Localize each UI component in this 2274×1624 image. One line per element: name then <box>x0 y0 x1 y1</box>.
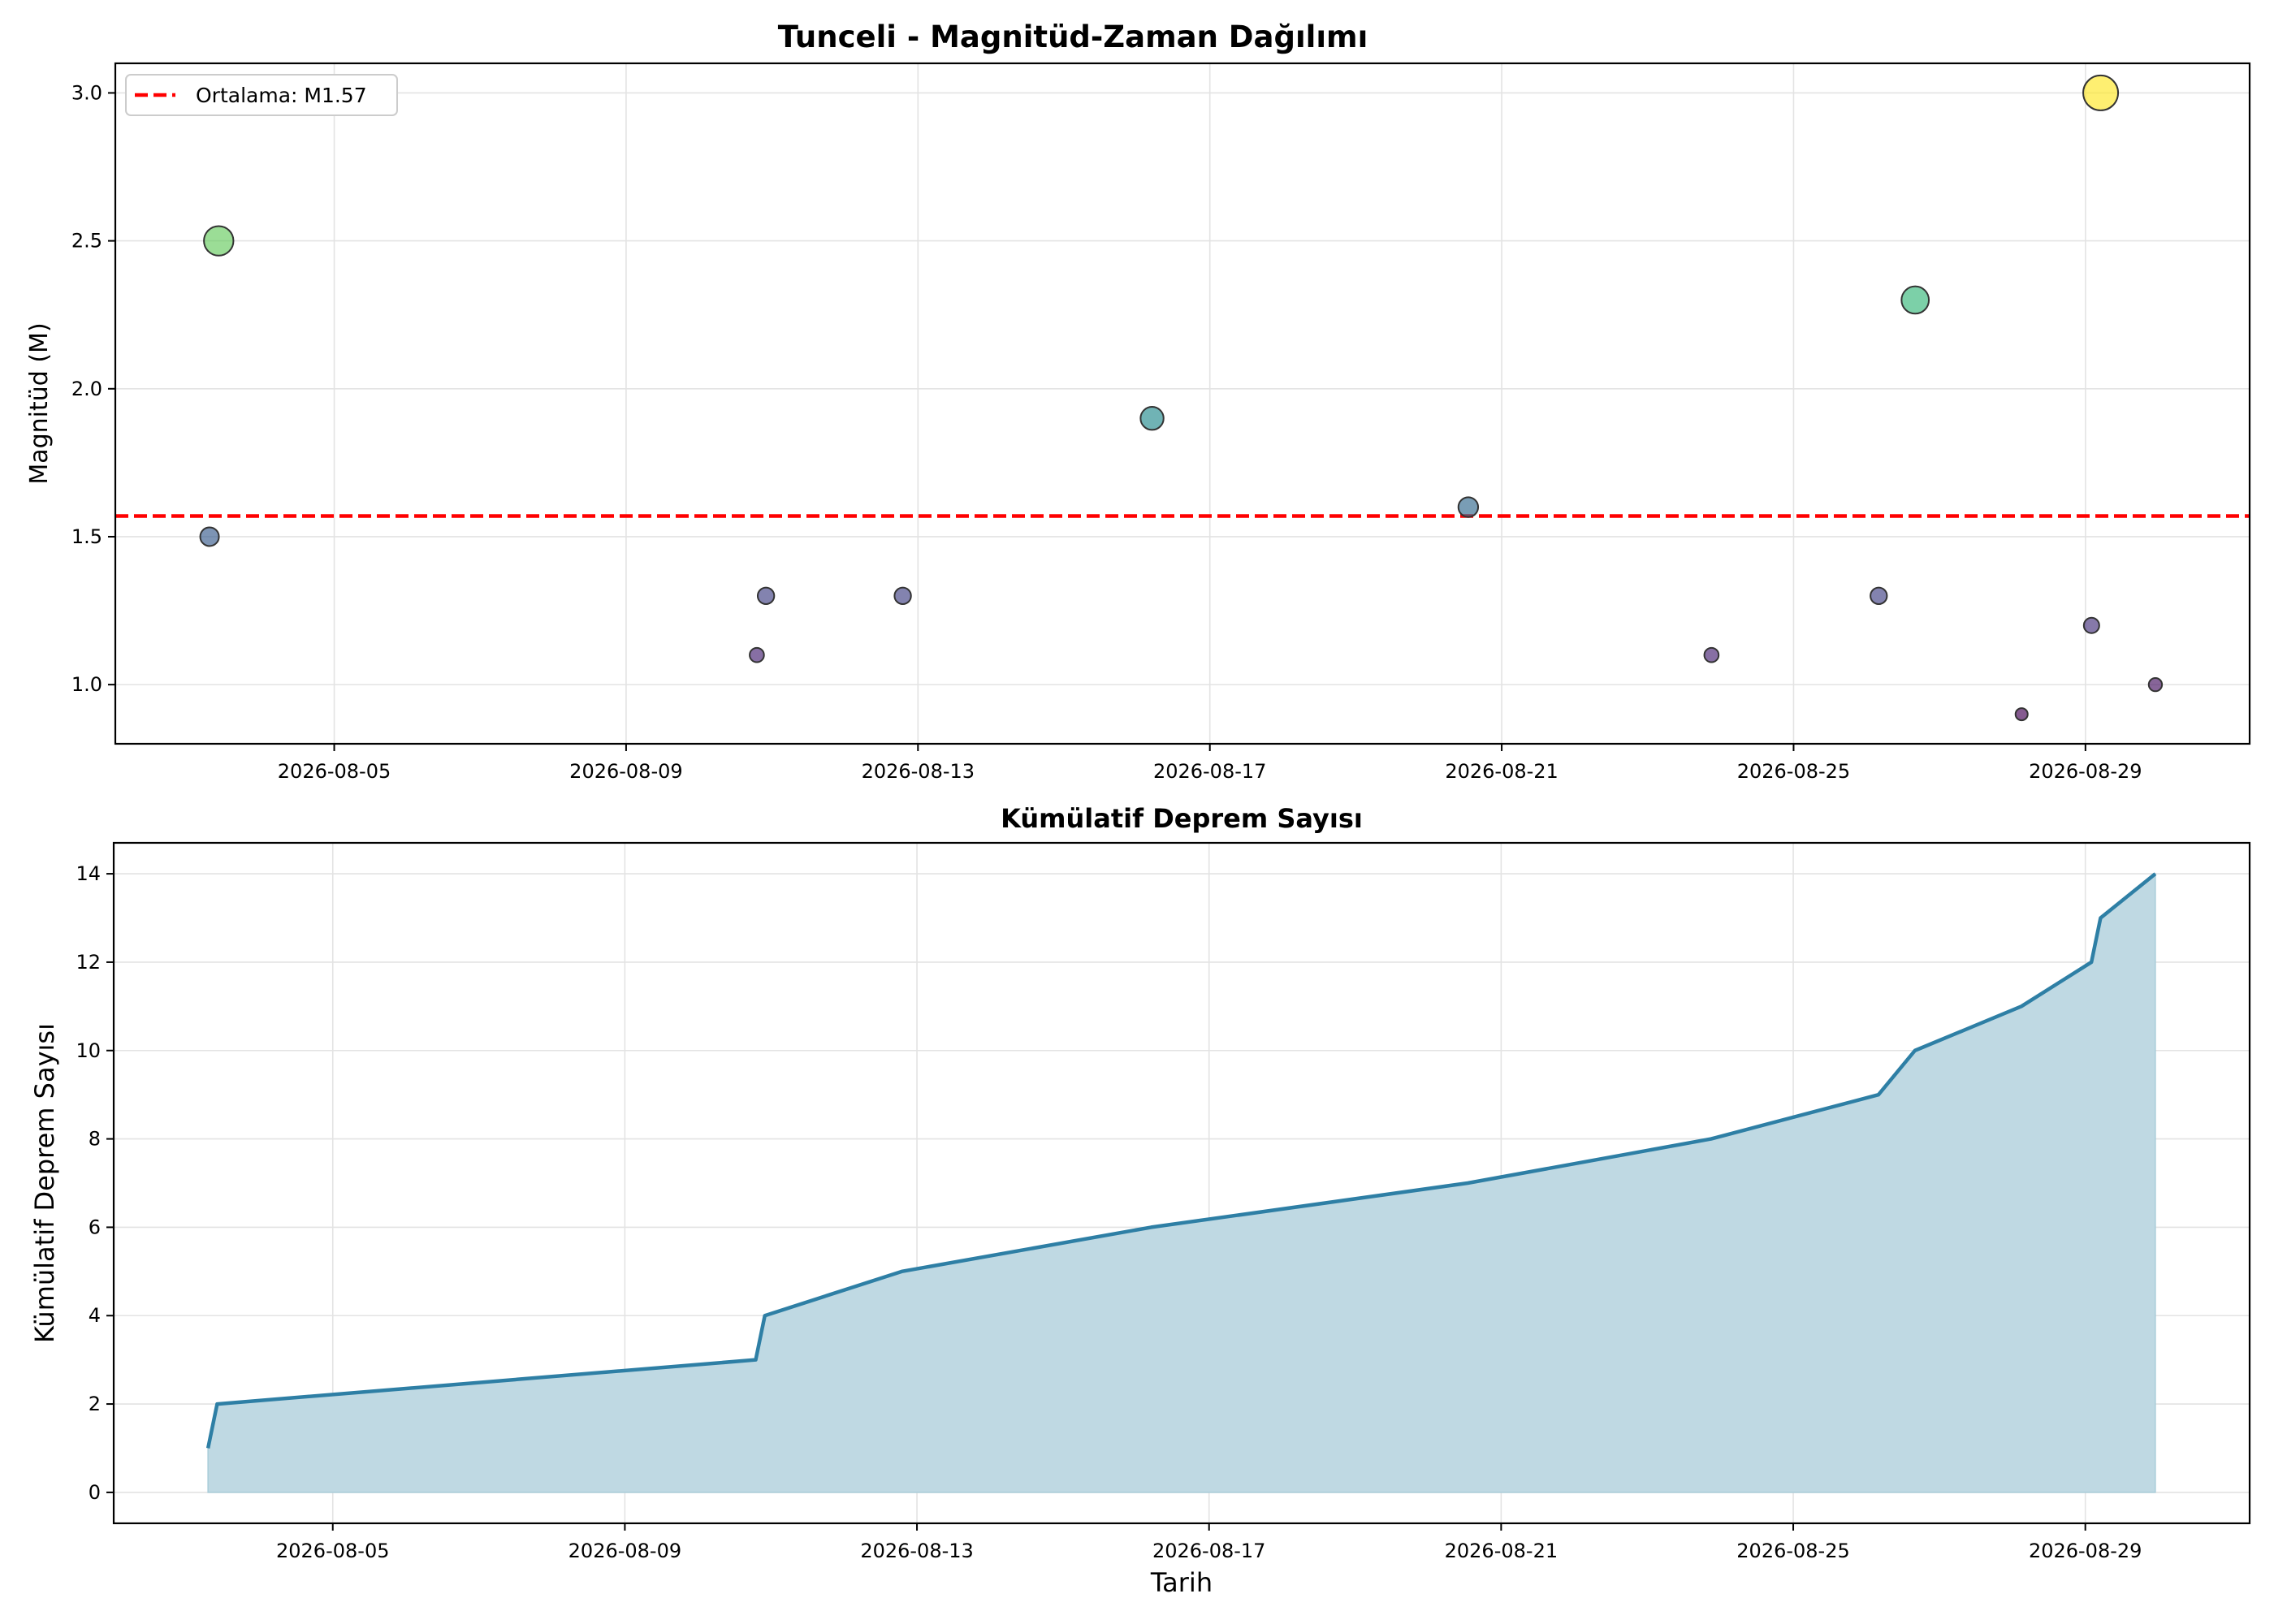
magnitude-y-tick-label: 1.5 <box>71 525 102 548</box>
cumulative-x-tick-label: 2026-08-05 <box>276 1540 389 1562</box>
cumulative-x-axis: 2026-08-05 2026-08-09 2026-08-13 2026-08-17… <box>276 1523 2142 1562</box>
magnitude-point <box>1900 285 1930 315</box>
magnitude-chart-title: Tunceli - Magnitüd-Zaman Dağılımı <box>778 19 1368 54</box>
cumulative-panel: Kümülatif Deprem Sayısı 2026-08-05 2026-0… <box>29 803 2251 1598</box>
cumulative-y-tick-label: 10 <box>76 1039 101 1062</box>
cumulative-x-tick-label: 2026-08-25 <box>1736 1540 1849 1562</box>
magnitude-point <box>2082 74 2120 111</box>
cumulative-y-tick-label: 6 <box>89 1216 101 1238</box>
magnitude-x-axis: 2026-08-05 2026-08-09 2026-08-13 2026-08-17… <box>278 744 2142 783</box>
magnitude-x-tick-label: 2026-08-13 <box>862 760 975 783</box>
legend-box <box>125 74 398 116</box>
magnitude-point <box>203 225 235 257</box>
cumulative-y-tick-label: 2 <box>89 1393 101 1415</box>
magnitude-y-tick-label: 3.0 <box>71 81 102 104</box>
magnitude-point <box>1139 406 1165 431</box>
magnitude-point <box>2014 707 2029 722</box>
magnitude-x-tick-label: 2026-08-21 <box>1445 760 1558 783</box>
magnitude-grid <box>115 63 2250 744</box>
cumulative-x-axis-label: Tarih <box>1150 1567 1213 1598</box>
magnitude-x-tick-label: 2026-08-29 <box>2029 760 2142 783</box>
magnitude-y-tick-label: 1.0 <box>71 673 102 696</box>
magnitude-point <box>199 526 220 547</box>
cumulative-line <box>205 872 2157 1449</box>
cumulative-x-tick-label: 2026-08-29 <box>2029 1540 2142 1562</box>
cumulative-x-tick-label: 2026-08-09 <box>568 1540 681 1562</box>
magnitude-x-tick-label: 2026-08-05 <box>278 760 391 783</box>
cumulative-y-tick-label: 14 <box>76 862 101 885</box>
cumulative-chart-title: Kümülatif Deprem Sayısı <box>1001 803 1363 834</box>
magnitude-scatter-points <box>199 74 2164 722</box>
magnitude-point <box>2082 616 2100 634</box>
magnitude-x-tick-label: 2026-08-17 <box>1153 760 1266 783</box>
legend-mean-label: Ortalama: M1.57 <box>196 84 367 107</box>
cumulative-y-axis-label: Kümülatif Deprem Sayısı <box>29 1023 60 1343</box>
magnitude-point <box>1703 646 1720 663</box>
magnitude-y-tick-label: 2.0 <box>71 378 102 400</box>
cumulative-y-tick-label: 4 <box>89 1304 101 1327</box>
cumulative-y-axis: 0 2 4 6 8 10 12 14 <box>76 862 114 1504</box>
legend: Ortalama: M1.57 <box>125 74 398 116</box>
magnitude-plot-frame <box>114 62 2251 745</box>
magnitude-point <box>2147 676 2164 693</box>
cumulative-plot-frame <box>112 841 2251 1525</box>
magnitude-point <box>756 586 776 605</box>
magnitude-y-axis: 1.0 1.5 2.0 2.5 3.0 <box>71 81 115 696</box>
magnitude-x-tick-label: 2026-08-09 <box>569 760 682 783</box>
magnitude-point <box>1457 496 1480 518</box>
cumulative-series <box>205 872 2157 1493</box>
cumulative-y-tick-label: 8 <box>89 1128 101 1151</box>
cumulative-x-tick-label: 2026-08-17 <box>1152 1540 1265 1562</box>
cumulative-x-tick-label: 2026-08-13 <box>860 1540 973 1562</box>
magnitude-point <box>1870 586 1888 605</box>
cumulative-y-tick-label: 12 <box>76 951 101 974</box>
magnitude-y-axis-label: Magnitüd (M) <box>25 322 54 484</box>
magnitude-point <box>893 586 912 605</box>
magnitude-x-tick-label: 2026-08-25 <box>1737 760 1850 783</box>
magnitude-time-panel: Tunceli - Magnitüd-Zaman Dağılımı 2026-0… <box>25 19 2251 783</box>
cumulative-x-tick-label: 2026-08-21 <box>1445 1540 1558 1562</box>
magnitude-point <box>749 646 765 663</box>
magnitude-y-tick-label: 2.5 <box>71 230 102 253</box>
cumulative-y-tick-label: 0 <box>89 1481 101 1504</box>
